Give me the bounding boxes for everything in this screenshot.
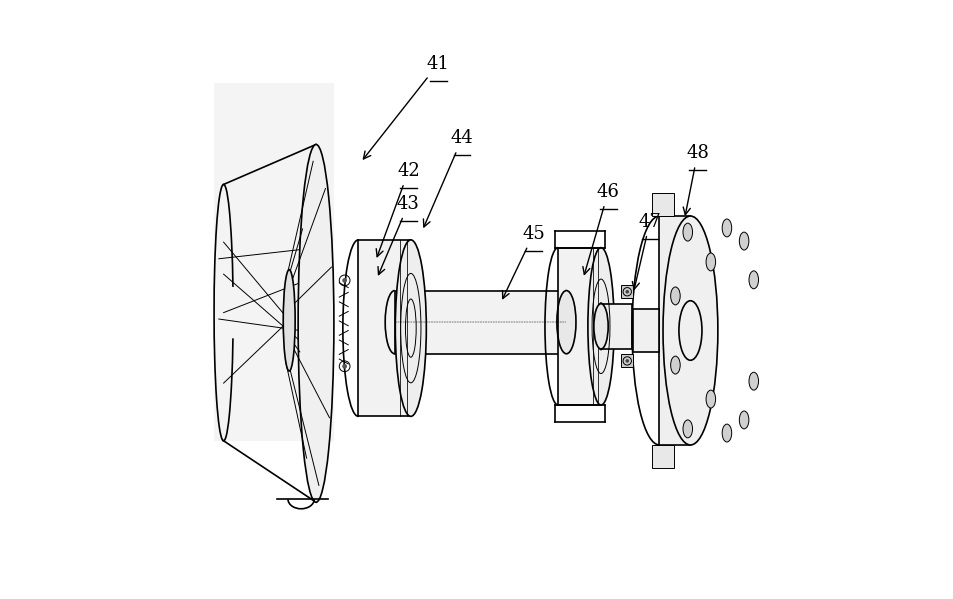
FancyBboxPatch shape [600,304,631,349]
Ellipse shape [721,424,731,442]
Ellipse shape [670,287,679,305]
FancyBboxPatch shape [358,240,411,416]
Circle shape [342,364,347,368]
Ellipse shape [739,411,748,429]
FancyBboxPatch shape [633,309,659,352]
Text: 46: 46 [582,183,618,274]
Text: 41: 41 [363,55,449,159]
Text: 47: 47 [632,213,660,289]
FancyBboxPatch shape [395,291,566,354]
Ellipse shape [748,372,758,390]
Ellipse shape [670,356,679,374]
Ellipse shape [682,420,692,438]
Ellipse shape [682,223,692,241]
FancyBboxPatch shape [558,247,600,405]
Circle shape [342,278,347,283]
FancyBboxPatch shape [659,216,690,445]
Ellipse shape [593,304,607,349]
Polygon shape [652,193,674,216]
Ellipse shape [587,247,614,405]
Text: 48: 48 [682,144,708,215]
Ellipse shape [721,219,731,237]
Ellipse shape [283,270,294,371]
FancyBboxPatch shape [620,355,633,367]
Polygon shape [652,445,674,468]
Ellipse shape [557,291,576,354]
Ellipse shape [705,390,715,408]
Ellipse shape [705,253,715,271]
Circle shape [625,359,628,363]
Ellipse shape [739,232,748,250]
Text: 45: 45 [502,225,544,298]
Text: 44: 44 [423,129,473,227]
Ellipse shape [395,240,426,416]
Ellipse shape [298,144,334,502]
FancyBboxPatch shape [213,83,334,441]
FancyBboxPatch shape [620,285,633,298]
Circle shape [625,290,628,294]
Text: 42: 42 [375,162,419,257]
Ellipse shape [748,271,758,289]
Ellipse shape [662,216,717,445]
Text: 43: 43 [377,195,419,275]
